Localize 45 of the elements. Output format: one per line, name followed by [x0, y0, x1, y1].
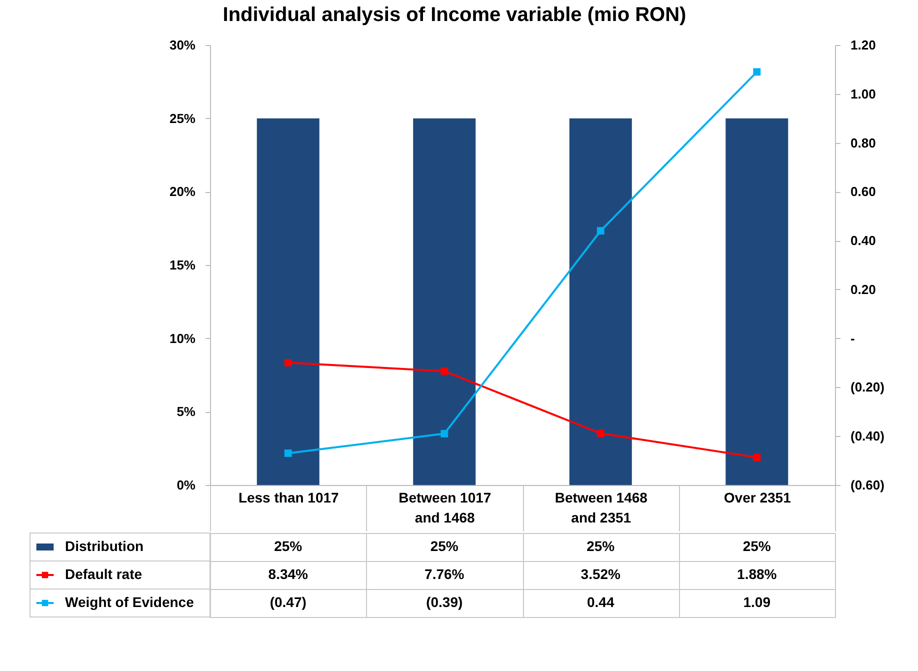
- point: [284, 358, 292, 366]
- data-label: 1.09: [743, 594, 771, 610]
- data-label: 8.34%: [268, 566, 309, 582]
- data-label: 3.52%: [580, 566, 622, 582]
- y-tick-label: 30%: [169, 38, 196, 52]
- data-label: 0.44: [587, 594, 614, 610]
- chart-title: Individual analysis of Income variable (mio RON): [222, 4, 686, 26]
- y2-tick-label: 0.40: [850, 233, 876, 248]
- x-tick-label: Less than 1017: [238, 490, 340, 506]
- point: [284, 450, 292, 457]
- y2-tick-label: 1.00: [850, 86, 876, 102]
- point: [440, 367, 448, 375]
- x-tick-label: Over 2351: [724, 490, 792, 506]
- data-label: 25%: [274, 538, 303, 554]
- y-tick-label: 0%: [176, 478, 196, 492]
- y2-tick-label: 0.60: [850, 184, 876, 200]
- point: [440, 430, 448, 438]
- point: [753, 454, 761, 462]
- legend-label: Weight of Evidence: [65, 594, 194, 610]
- data-label: 25%: [586, 538, 616, 554]
- data-label: 25%: [742, 538, 772, 554]
- y2-tick-label: (0.20): [850, 380, 884, 395]
- legend-label: Default rate: [65, 566, 142, 582]
- data-label: (0.39): [426, 594, 463, 610]
- point: [596, 227, 604, 234]
- point: [753, 68, 761, 76]
- y2-tick-label: 0.20: [850, 282, 876, 297]
- y2-tick-label: (0.40): [850, 428, 884, 444]
- y-tick-label: 5%: [176, 404, 196, 420]
- y2-tick-label: 1.20: [850, 38, 876, 52]
- y-tick-label: 25%: [169, 110, 196, 126]
- y-tick-label: 10%: [169, 330, 196, 346]
- data-label: (0.47): [270, 594, 306, 610]
- y-tick-label: 15%: [169, 258, 196, 272]
- y2-tick-label: (0.60): [850, 478, 884, 492]
- data-label: 1.88%: [737, 566, 778, 582]
- legend-label: Distribution: [65, 538, 144, 554]
- y2-tick-label: -: [850, 330, 855, 346]
- y2-tick-label: 0.80: [850, 135, 876, 150]
- x-tick-label: Between 1468 and 2351: [554, 490, 648, 526]
- x-tick-label: Between 1017 and 1468: [398, 490, 492, 526]
- data-label: 7.76%: [424, 566, 465, 582]
- y-tick-label: 20%: [169, 184, 196, 200]
- point: [596, 430, 604, 438]
- data-label: 25%: [430, 538, 459, 554]
